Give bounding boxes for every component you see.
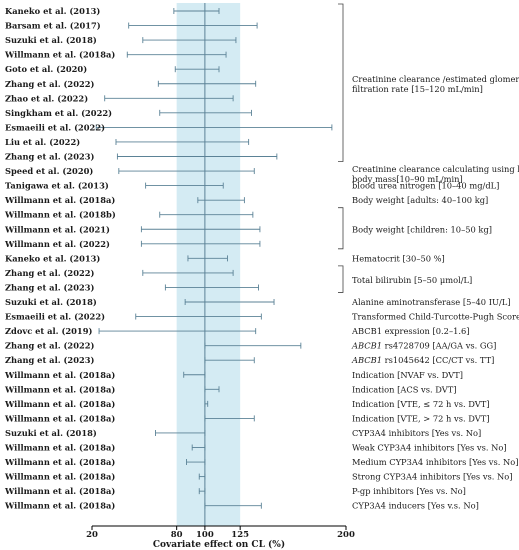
study-label: Suzuki et al. (2018) (5, 35, 97, 45)
study-label: Willmann et al. (2018a) (4, 50, 115, 60)
study-labels: Kaneko et al. (2013) Barsam et al. (2017)… (4, 6, 116, 511)
study-label: Esmaeili et al. (2022) (5, 312, 105, 322)
study-label: Willmann et al. (2018a) (4, 370, 115, 380)
study-label: Willmann et al. (2018a) (4, 457, 115, 467)
x-tick-label: 80 (171, 530, 183, 540)
study-label: Goto et al. (2020) (5, 64, 87, 74)
study-label: Zhang et al. (2022) (5, 79, 95, 89)
x-tick-label: 20 (86, 530, 98, 540)
study-label: Willmann et al. (2021) (4, 224, 110, 234)
covariate-label: Transformed Child-Turcotte-Pugh Score [5… (352, 312, 519, 322)
covariate-label: ABCB1 expression [0.2–1.6] (351, 326, 470, 336)
equivalence-band-layer (176, 3, 241, 526)
covariate-label: Strong CYP3A4 inhibitors [Yes vs. No] (352, 472, 513, 482)
covariate-label: Indication [NVAF vs. DVT] (352, 370, 463, 380)
x-tick-label: 200 (337, 530, 355, 540)
study-label: Zhang et al. (2022) (5, 268, 95, 278)
covariate-bracket (338, 3, 344, 162)
study-label: Willmann et al. (2018a) (4, 195, 115, 205)
study-label: Zdovc et al. (2019) (5, 326, 92, 336)
study-label: Willmann et al. (2018b) (4, 210, 116, 220)
study-label: Willmann et al. (2018a) (4, 399, 115, 409)
study-label: Liu et al. (2022) (5, 137, 80, 147)
covariate-label: Creatinine clearance /estimated glomerul… (352, 74, 519, 84)
covariate-bracket (338, 265, 344, 293)
covariate-label: Indication [VTE, > 72 h vs. DVT] (352, 413, 490, 423)
study-label: Willmann et al. (2018a) (4, 486, 115, 496)
covariate-label: P-gp inhibitors [Yes vs. No] (352, 486, 466, 496)
covariate-label-line2: body mass[10–90 mL/min] (352, 174, 463, 184)
study-label: Zhang et al. (2023) (5, 355, 95, 365)
covariate-label: Total bilirubin [5–50 μmol/L] (352, 275, 472, 285)
covariate-label: ABCB1 rs1045642 [CC/CT vs. TT] (351, 355, 494, 365)
study-label: Kaneko et al. (2013) (5, 253, 100, 263)
study-label: Zhang et al. (2022) (5, 341, 95, 351)
study-label: Willmann et al. (2022) (4, 239, 110, 249)
covariate-label: Creatinine clearance calculating using l… (352, 164, 519, 174)
study-label: Willmann et al. (2018a) (4, 443, 115, 453)
interval-layer (95, 8, 333, 509)
study-label: Willmann et al. (2018a) (4, 413, 115, 423)
covariate-label: Weak CYP3A4 inhibitors [Yes vs. No] (352, 443, 507, 453)
covariate-label: CYP3A4 inducers [Yes v.s. No] (352, 501, 479, 511)
study-label: Willmann et al. (2018a) (4, 472, 115, 482)
study-label: Esmaeili et al. (2022) (5, 122, 105, 132)
covariate-label: Hematocrit [30–50 %] (352, 253, 445, 263)
study-label: Suzuki et al. (2018) (5, 297, 97, 307)
study-label: Singkham et al. (2022) (5, 108, 112, 118)
covariate-bracket (338, 207, 344, 250)
study-label: Suzuki et al. (2018) (5, 428, 97, 438)
x-axis-title: Covariate effect on CL (%) (153, 539, 285, 550)
x-axis: 20 80 100 125 200 (86, 525, 355, 540)
study-label: Willmann et al. (2018a) (4, 384, 115, 394)
study-label: Barsam et al. (2017) (5, 21, 101, 31)
covariate-label: Body weight [children: 10–50 kg] (352, 224, 492, 234)
study-label: Zhang et al. (2023) (5, 152, 95, 162)
covariate-label: Medium CYP3A4 inhibitors [Yes vs. No] (352, 457, 518, 467)
x-tick-label: 125 (231, 530, 249, 540)
shaded-band-80-125 (176, 3, 241, 526)
covariate-label: Indication [VTE, ≤ 72 h vs. DVT] (352, 399, 490, 409)
covariate-label: Indication [ACS vs. DVT] (352, 384, 457, 394)
study-label: Tanigawa et al. (2013) (5, 181, 109, 191)
covariate-label: Body weight [adults: 40–100 kg] (352, 195, 488, 205)
study-label: Zhao et al. (2022) (5, 93, 88, 103)
study-label: Speed et al. (2020) (5, 166, 93, 176)
study-label: Zhang et al. (2023) (5, 282, 95, 292)
covariate-label-line2: filtration rate [15–120 mL/min] (352, 84, 483, 94)
covariate-label: Alanine aminotransferase [5–40 IU/L] (351, 297, 511, 307)
x-tick-label: 100 (196, 530, 214, 540)
study-label: Willmann et al. (2018a) (4, 501, 115, 511)
study-label: Kaneko et al. (2013) (5, 6, 100, 16)
covariate-label: CYP3A4 inhibitors [Yes vs. No] (352, 428, 481, 438)
covariate-label: ABCB1 rs4728709 [AA/GA vs. GG] (351, 341, 496, 351)
covariate-label: blood urea nitrogen [10–40 mg/dL] (352, 181, 499, 191)
covariate-labels: Creatinine clearance /estimated glomerul… (338, 3, 519, 511)
